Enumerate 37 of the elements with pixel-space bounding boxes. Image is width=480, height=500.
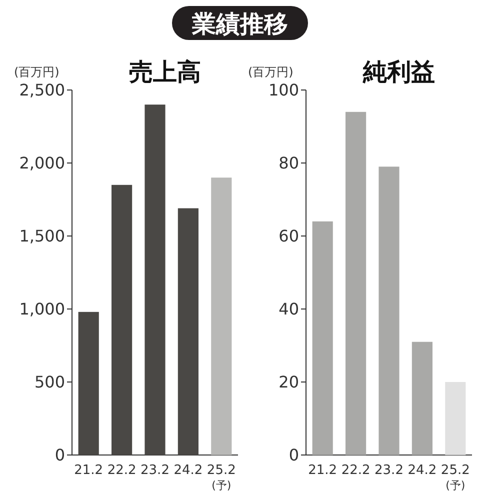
y-tick-label: 0 bbox=[54, 446, 65, 464]
y-tick-label: 60 bbox=[278, 226, 299, 246]
text: 業績推移 bbox=[191, 10, 288, 38]
bar bbox=[445, 382, 466, 455]
y-tick-label: 80 bbox=[278, 154, 299, 172]
y-axis-title: (百万円) bbox=[248, 65, 294, 79]
bar bbox=[211, 178, 232, 455]
chart-title: 売上高 bbox=[129, 58, 201, 86]
bar bbox=[346, 112, 366, 455]
x-tick-label: 23.2 bbox=[140, 463, 170, 478]
y-tick-label: 1,000 bbox=[19, 300, 65, 318]
bar bbox=[378, 166, 400, 455]
bar bbox=[178, 208, 198, 455]
bar bbox=[112, 184, 132, 455]
x-tick-label: 24.2 bbox=[174, 463, 203, 478]
x-tick-label: 22.2 bbox=[341, 463, 370, 478]
x-tick-label: 25.2 (予) bbox=[440, 463, 470, 492]
bar bbox=[144, 104, 166, 455]
y-tick-label: 2,000 bbox=[19, 154, 65, 172]
x-tick-label: 22.2 bbox=[107, 463, 136, 478]
bar bbox=[412, 342, 432, 455]
bar bbox=[312, 221, 333, 455]
y-tick-label: 1,500 bbox=[19, 226, 65, 246]
bar bbox=[78, 312, 99, 455]
y-tick-label: 500 bbox=[34, 372, 65, 392]
y-tick-label: 2,500 bbox=[19, 80, 65, 100]
y-axis-title: (百万円) bbox=[14, 65, 60, 79]
y-tick-label: 0 bbox=[288, 446, 299, 464]
y-tick-label: 20 bbox=[278, 372, 299, 392]
y-tick-label: 100 bbox=[268, 80, 299, 100]
x-tick-label: 25.2 (予) bbox=[206, 463, 236, 492]
x-tick-label: 21.2 bbox=[308, 463, 338, 478]
x-tick-label: 21.2 bbox=[74, 463, 104, 478]
x-tick-label: 24.2 bbox=[408, 463, 437, 478]
chart-title: 純利益 bbox=[362, 58, 435, 86]
y-tick-label: 40 bbox=[278, 300, 299, 318]
x-tick-label: 23.2 bbox=[374, 463, 404, 478]
